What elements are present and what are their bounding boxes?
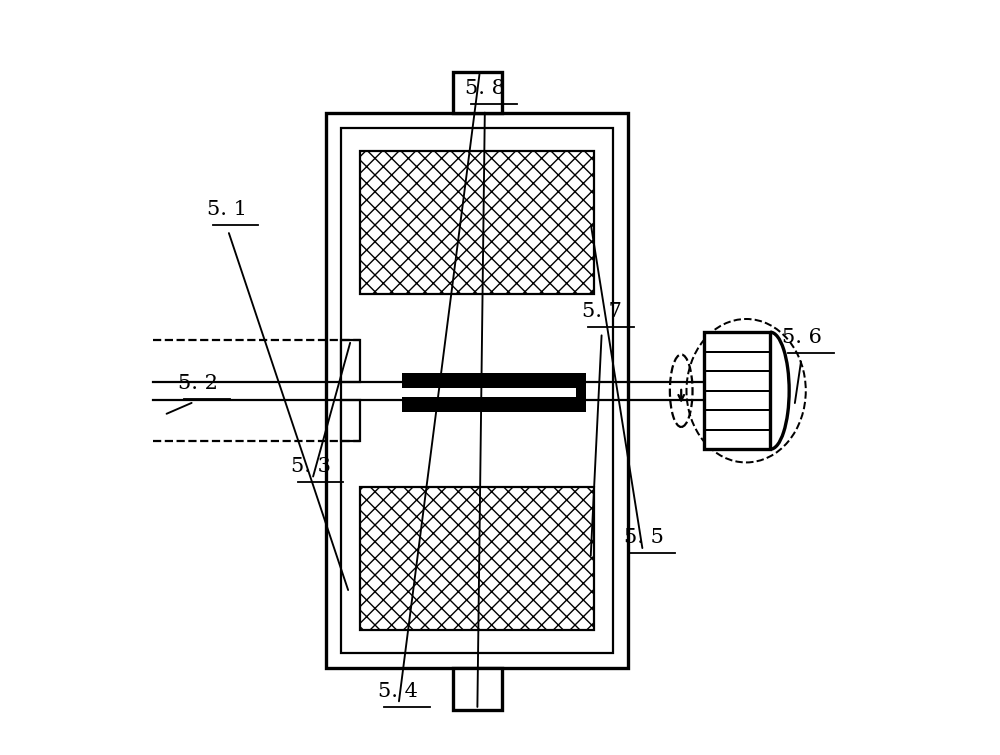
Text: 5. 5: 5. 5 (624, 528, 663, 547)
Bar (453, 668, 502, 710)
Text: 5. 6: 5. 6 (782, 328, 822, 347)
Bar (402, 397, 585, 412)
Bar (360, 151, 594, 294)
Bar (704, 332, 770, 449)
Text: 5. 7: 5. 7 (582, 302, 622, 321)
Text: 5. 3: 5. 3 (291, 457, 331, 476)
Bar (341, 400, 360, 441)
Text: 5. 1: 5. 1 (207, 200, 247, 219)
Bar (360, 487, 594, 630)
Text: 5. 2: 5. 2 (178, 374, 218, 393)
Text: 5. 4: 5. 4 (378, 682, 418, 701)
Bar (576, 374, 586, 412)
Bar (326, 113, 628, 668)
Bar (341, 341, 360, 382)
Bar (402, 374, 585, 388)
Bar (453, 72, 502, 113)
Text: 5. 8: 5. 8 (465, 79, 505, 98)
Bar (341, 128, 613, 653)
